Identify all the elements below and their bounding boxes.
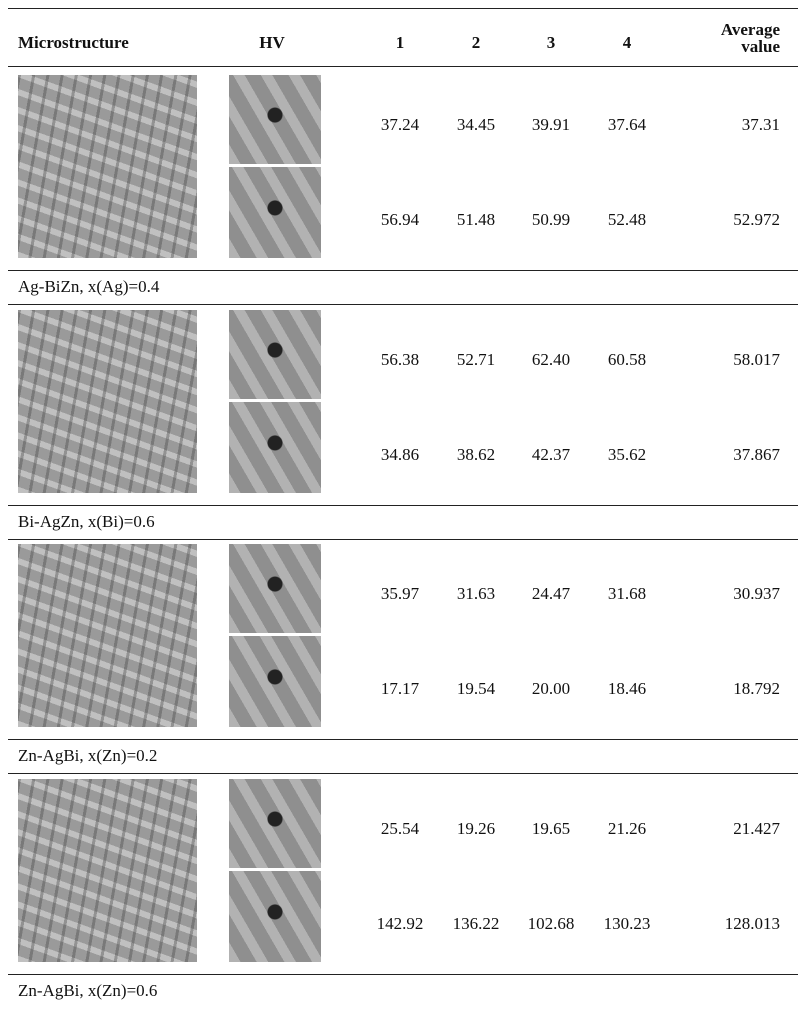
value-cell: 31.68 bbox=[587, 584, 667, 604]
hv-image bbox=[229, 636, 321, 727]
value-cell: 34.45 bbox=[436, 115, 516, 135]
header-rule bbox=[8, 66, 798, 67]
value-cell: 42.37 bbox=[511, 445, 591, 465]
hv-image bbox=[229, 871, 321, 962]
microstructure-image bbox=[18, 544, 197, 727]
microstructure-image bbox=[18, 310, 197, 493]
header-cell: 2 bbox=[446, 33, 506, 53]
hv-image bbox=[229, 75, 321, 164]
group-rule bbox=[8, 539, 798, 540]
value-cell: 39.91 bbox=[511, 115, 591, 135]
value-cell: 52.48 bbox=[587, 210, 667, 230]
value-cell: 31.63 bbox=[436, 584, 516, 604]
header-cell: Microstructure bbox=[18, 33, 129, 53]
value-cell: 19.54 bbox=[436, 679, 516, 699]
value-cell: 24.47 bbox=[511, 584, 591, 604]
value-cell: 60.58 bbox=[587, 350, 667, 370]
value-cell: 21.26 bbox=[587, 819, 667, 839]
value-cell: 37.64 bbox=[587, 115, 667, 135]
value-cell: 136.22 bbox=[436, 914, 516, 934]
value-cell: 35.97 bbox=[360, 584, 440, 604]
group-caption: Zn-AgBi, x(Zn)=0.2 bbox=[18, 746, 157, 766]
value-cell: 50.99 bbox=[511, 210, 591, 230]
group-rule bbox=[8, 739, 798, 740]
value-cell: 51.48 bbox=[436, 210, 516, 230]
value-cell: 34.86 bbox=[360, 445, 440, 465]
average-cell: 58.017 bbox=[733, 350, 780, 370]
value-cell: 17.17 bbox=[360, 679, 440, 699]
hv-image bbox=[229, 167, 321, 258]
average-cell: 128.013 bbox=[725, 914, 780, 934]
group-rule bbox=[8, 974, 798, 975]
value-cell: 18.46 bbox=[587, 679, 667, 699]
value-cell: 62.40 bbox=[511, 350, 591, 370]
group-rule bbox=[8, 304, 798, 305]
hv-image bbox=[229, 779, 321, 868]
group-caption: Bi-AgZn, x(Bi)=0.6 bbox=[18, 512, 155, 532]
header-cell: 4 bbox=[597, 33, 657, 53]
value-cell: 102.68 bbox=[511, 914, 591, 934]
value-cell: 130.23 bbox=[587, 914, 667, 934]
header-cell: 3 bbox=[521, 33, 581, 53]
value-cell: 56.38 bbox=[360, 350, 440, 370]
header-cell: 1 bbox=[370, 33, 430, 53]
value-cell: 25.54 bbox=[360, 819, 440, 839]
microstructure-image bbox=[18, 75, 197, 258]
value-cell: 19.65 bbox=[511, 819, 591, 839]
value-cell: 37.24 bbox=[360, 115, 440, 135]
page: MicrostructureHV1234Average value37.2434… bbox=[0, 0, 798, 1016]
average-cell: 52.972 bbox=[733, 210, 780, 230]
group-rule bbox=[8, 505, 798, 506]
average-cell: 37.867 bbox=[733, 445, 780, 465]
value-cell: 38.62 bbox=[436, 445, 516, 465]
average-cell: 37.31 bbox=[742, 115, 780, 135]
average-cell: 21.427 bbox=[733, 819, 780, 839]
group-rule bbox=[8, 270, 798, 271]
value-cell: 19.26 bbox=[436, 819, 516, 839]
group-caption: Ag-BiZn, x(Ag)=0.4 bbox=[18, 277, 159, 297]
hv-image bbox=[229, 310, 321, 399]
average-cell: 30.937 bbox=[733, 584, 780, 604]
header-cell: Average value bbox=[710, 21, 780, 55]
value-cell: 20.00 bbox=[511, 679, 591, 699]
top-rule bbox=[8, 8, 798, 9]
average-cell: 18.792 bbox=[733, 679, 780, 699]
hv-image bbox=[229, 402, 321, 493]
group-rule bbox=[8, 773, 798, 774]
microstructure-image bbox=[18, 779, 197, 962]
hv-image bbox=[229, 544, 321, 633]
header-cell: HV bbox=[242, 33, 302, 53]
value-cell: 56.94 bbox=[360, 210, 440, 230]
group-caption: Zn-AgBi, x(Zn)=0.6 bbox=[18, 981, 157, 1001]
value-cell: 52.71 bbox=[436, 350, 516, 370]
value-cell: 142.92 bbox=[360, 914, 440, 934]
value-cell: 35.62 bbox=[587, 445, 667, 465]
